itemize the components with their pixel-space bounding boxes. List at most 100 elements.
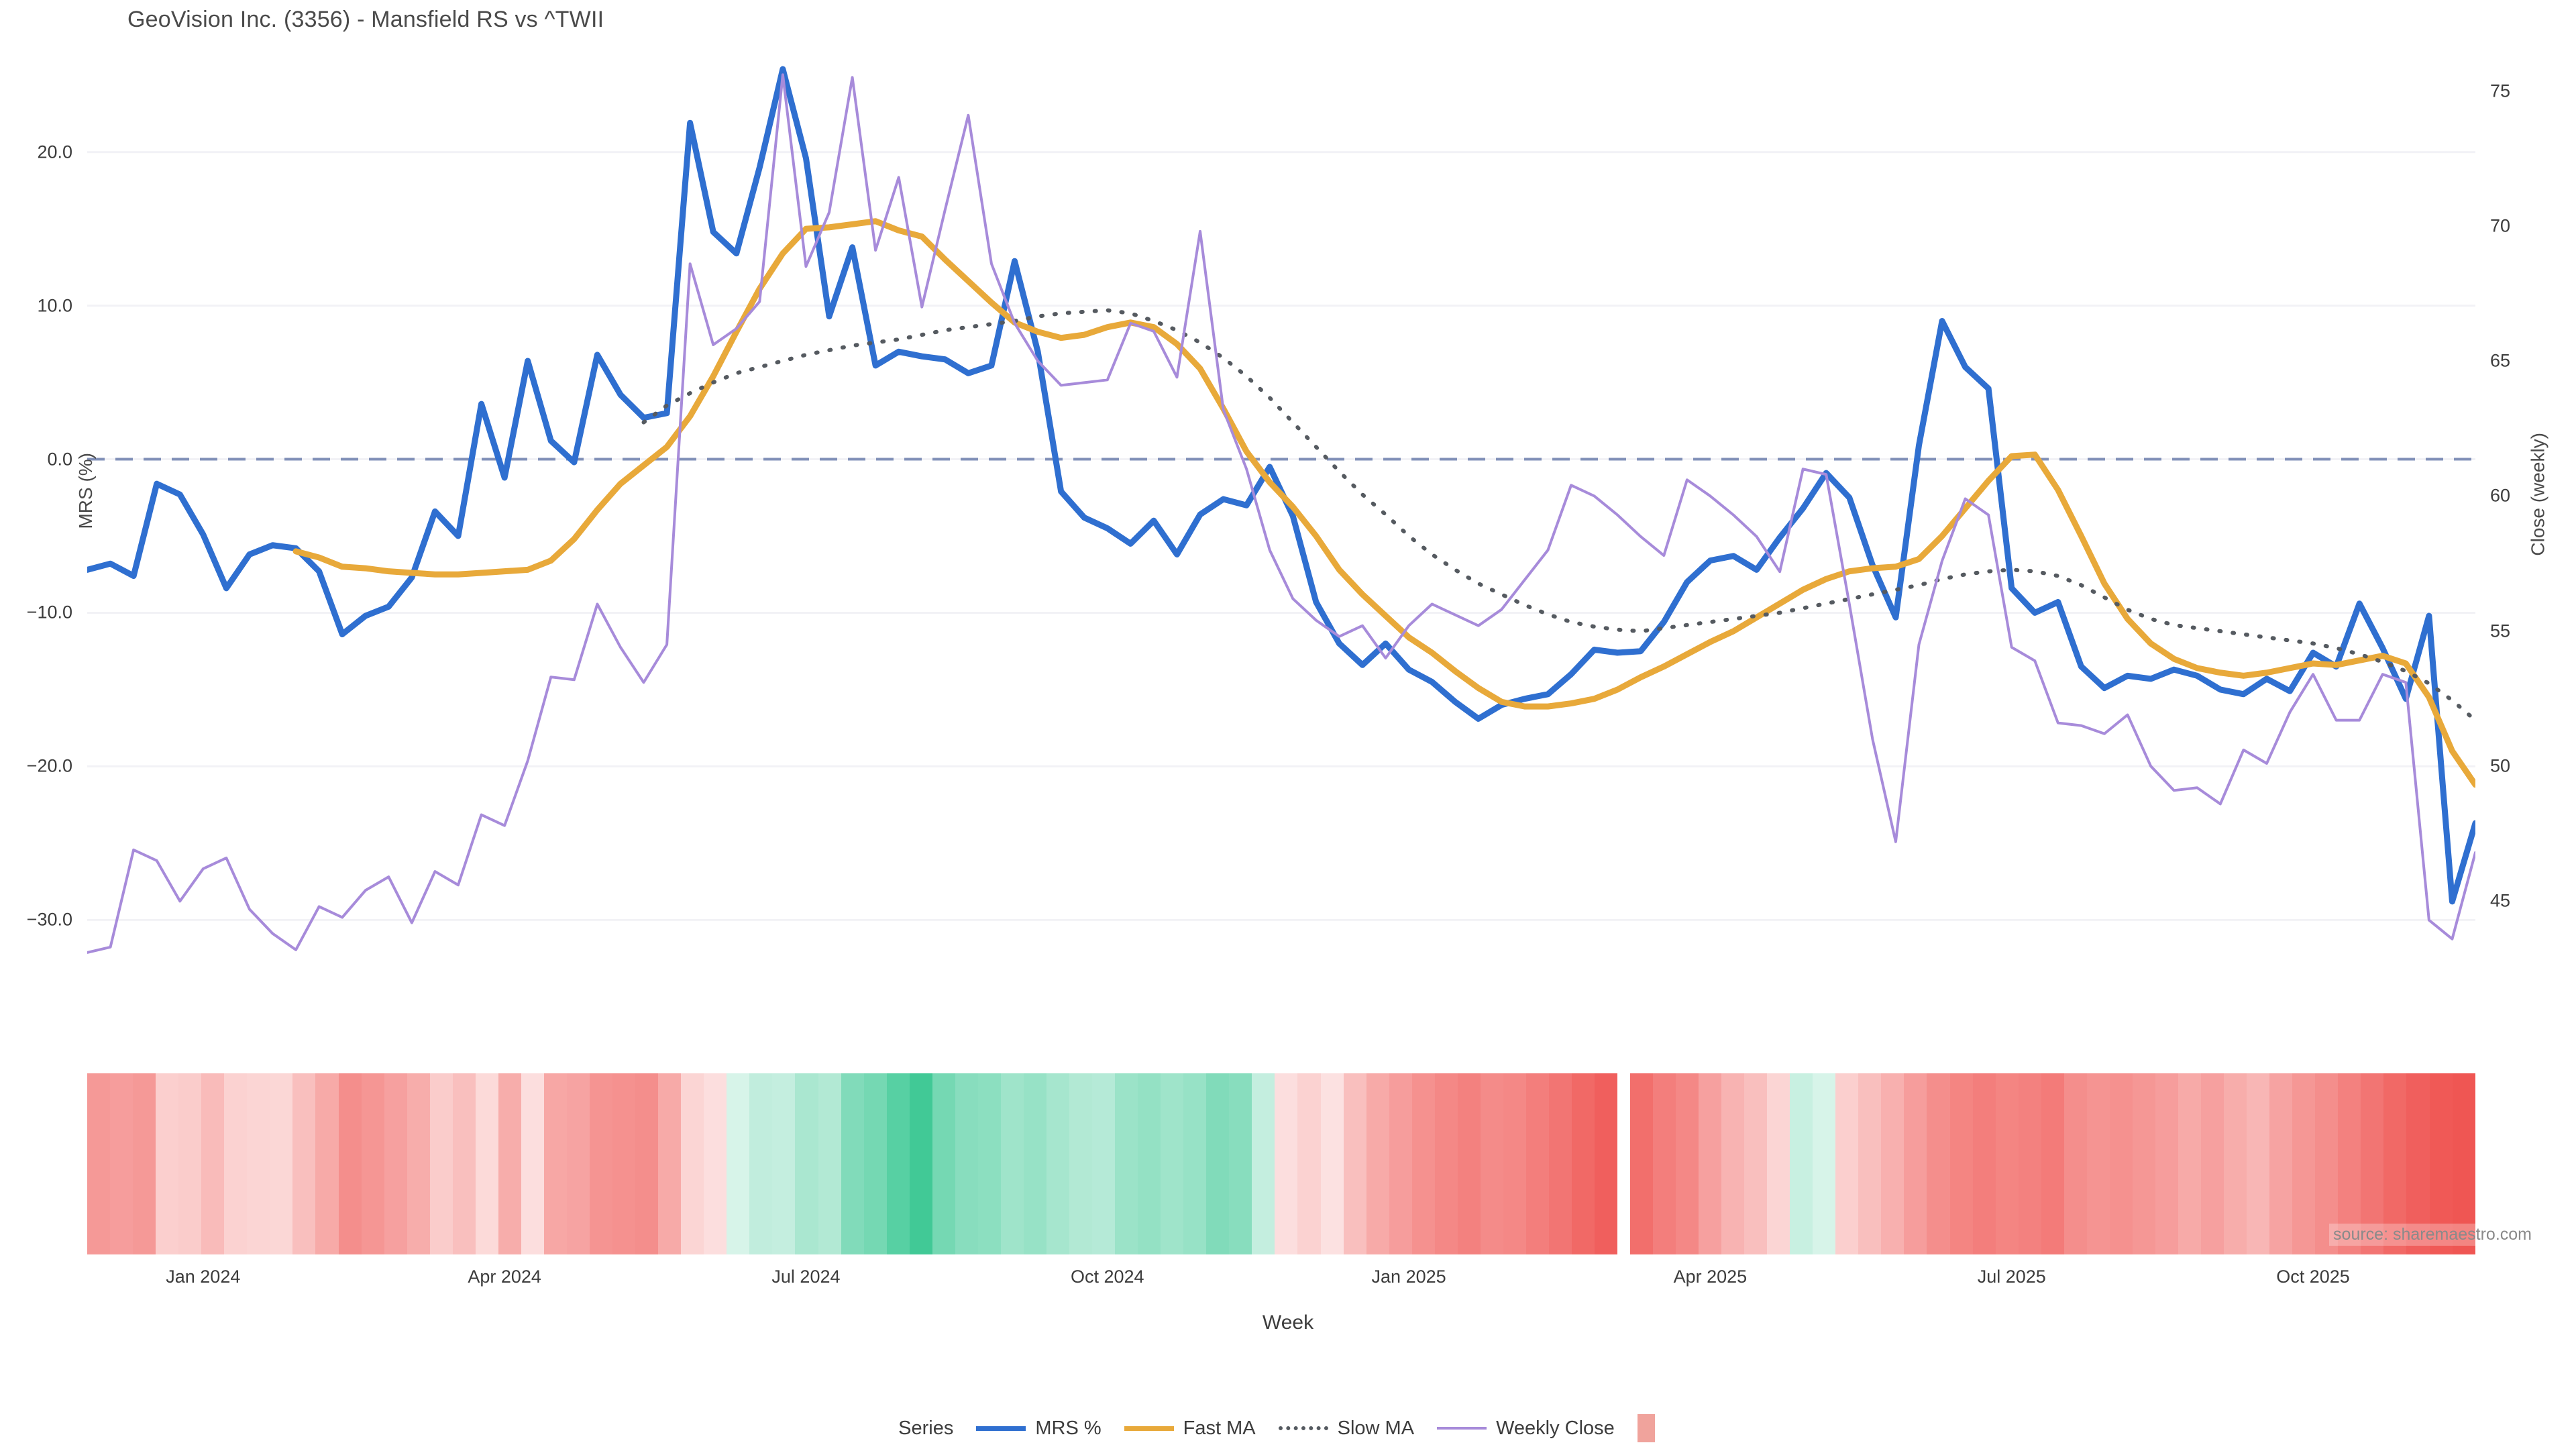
mrs-regime-heatmap <box>87 1073 2475 1254</box>
heatmap-cell <box>1835 1073 1859 1254</box>
y-right-tick-label: 70 <box>2490 215 2511 236</box>
y-left-tick-label: 20.0 <box>37 142 72 162</box>
heatmap-cell <box>201 1073 225 1254</box>
heatmap-cell <box>1813 1073 1836 1254</box>
heatmap-cell <box>612 1073 636 1254</box>
heatmap-cell <box>1434 1073 1458 1254</box>
heatmap-cell <box>1320 1073 1344 1254</box>
y-left-tick-label: −20.0 <box>26 755 72 776</box>
x-axis-tick-label: Oct 2025 <box>2276 1267 2350 1287</box>
legend-item-label: Slow MA <box>1337 1417 1415 1439</box>
heatmap-cell <box>1629 1073 1653 1254</box>
heatmap-cell <box>407 1073 430 1254</box>
heatmap-cell <box>1881 1073 1904 1254</box>
heatmap-cell <box>658 1073 682 1254</box>
legend-dotted-line-icon <box>1278 1426 1328 1430</box>
heatmap-cell <box>1229 1073 1252 1254</box>
legend-item-weekly-close[interactable]: Weekly Close <box>1437 1417 1615 1440</box>
legend-item-heatmap-swatch[interactable] <box>1637 1414 1655 1442</box>
heatmap-cell <box>1252 1073 1275 1254</box>
heatmap-cell <box>2063 1073 2087 1254</box>
heatmap-cell <box>2361 1073 2384 1254</box>
heatmap-cell <box>361 1073 384 1254</box>
heatmap-cell <box>1206 1073 1230 1254</box>
legend-heatmap-swatch-icon <box>1637 1414 1655 1442</box>
heatmap-cell <box>841 1073 864 1254</box>
heatmap-cell <box>429 1073 453 1254</box>
x-axis-ticks: Jan 2024 Apr 2024 Jul 2024 Oct 2024 Jan 2025… <box>0 1267 2576 1293</box>
heatmap-cell <box>315 1073 339 1254</box>
y-left-tick-label: −10.0 <box>26 602 72 623</box>
heatmap-cell <box>224 1073 248 1254</box>
heatmap-cell <box>818 1073 841 1254</box>
legend-item-label: Weekly Close <box>1496 1417 1615 1439</box>
y-left-tick-label: 0.0 <box>47 449 72 470</box>
heatmap-cell <box>1549 1073 1572 1254</box>
legend-line-icon <box>1124 1426 1174 1431</box>
x-axis-tick-label: Apr 2024 <box>468 1267 541 1287</box>
legend-item-slow-ma[interactable]: Slow MA <box>1278 1417 1415 1440</box>
heatmap-cell <box>1972 1073 1996 1254</box>
heatmap-cell <box>543 1073 567 1254</box>
heatmap-cell <box>1411 1073 1435 1254</box>
heatmap-cell <box>886 1073 910 1254</box>
heatmap-cell <box>452 1073 476 1254</box>
x-axis-tick-label: Jan 2025 <box>1371 1267 1446 1287</box>
heatmap-cell <box>1138 1073 1161 1254</box>
legend-item-label: MRS % <box>1035 1417 1102 1439</box>
chart-title: GeoVision Inc. (3356) - Mansfield RS vs … <box>127 7 604 32</box>
source-watermark: source: sharemaestro.com <box>2329 1224 2536 1246</box>
heatmap-cell <box>1790 1073 1813 1254</box>
heatmap-cell <box>156 1073 179 1254</box>
legend-item-fast-ma[interactable]: Fast MA <box>1124 1417 1256 1440</box>
heatmap-cell <box>2338 1073 2361 1254</box>
heatmap-cell <box>1927 1073 1950 1254</box>
heatmap-cell <box>795 1073 818 1254</box>
heatmap-cell <box>704 1073 727 1254</box>
heatmap-cell <box>2269 1073 2293 1254</box>
heatmap-cell <box>2041 1073 2064 1254</box>
heatmap-cell <box>1023 1073 1046 1254</box>
heatmap-cell <box>1525 1073 1549 1254</box>
legend-line-icon <box>976 1426 1026 1431</box>
heatmap-cell <box>2201 1073 2224 1254</box>
legend-line-icon <box>1437 1427 1487 1430</box>
heatmap-cell <box>475 1073 498 1254</box>
heatmap-cell <box>1297 1073 1321 1254</box>
series-lines <box>87 66 2475 954</box>
heatmap-cell <box>2406 1073 2430 1254</box>
heatmap-cell <box>1595 1073 1618 1254</box>
heatmap-cell <box>1949 1073 1973 1254</box>
heatmap-cell <box>1572 1073 1595 1254</box>
plot-svg <box>87 66 2475 954</box>
heatmap-cell <box>1995 1073 2019 1254</box>
heatmap-cell <box>2109 1073 2133 1254</box>
y-right-tick-label: 75 <box>2490 80 2511 101</box>
heatmap-cell <box>635 1073 659 1254</box>
legend-item-mrs[interactable]: MRS % <box>976 1417 1102 1440</box>
heatmap-cell <box>247 1073 270 1254</box>
heatmap-cell <box>2086 1073 2110 1254</box>
heatmap-cell <box>566 1073 590 1254</box>
y-right-tick-label: 45 <box>2490 890 2511 911</box>
x-axis-title: Week <box>1262 1311 1314 1334</box>
heatmap-cell <box>2155 1073 2178 1254</box>
heatmap-cell <box>1721 1073 1745 1254</box>
chart-legend: Series MRS % Fast MA Slow MA Weekly Close <box>0 1414 2576 1442</box>
heatmap-cell <box>1389 1073 1412 1254</box>
heatmap-cell <box>1069 1073 1093 1254</box>
heatmap-cell <box>1115 1073 1138 1254</box>
heatmap-cell <box>590 1073 613 1254</box>
heatmap-cell <box>932 1073 955 1254</box>
heatmap-cell <box>1503 1073 1526 1254</box>
y-axis-right-title: Close (weekly) <box>2528 433 2548 556</box>
heatmap-cell <box>681 1073 704 1254</box>
legend-item-label: Fast MA <box>1183 1417 1256 1439</box>
heatmap-cell <box>1366 1073 1389 1254</box>
heatmap-cell <box>1161 1073 1184 1254</box>
heatmap-cell <box>521 1073 544 1254</box>
plot-area: 20.0 10.0 0.0 −10.0 −20.0 −30.0 75 70 65 60 55 50 4… <box>27 37 2548 966</box>
heatmap-cell <box>270 1073 293 1254</box>
heatmap-cell <box>2178 1073 2202 1254</box>
heatmap-cell <box>1699 1073 1722 1254</box>
